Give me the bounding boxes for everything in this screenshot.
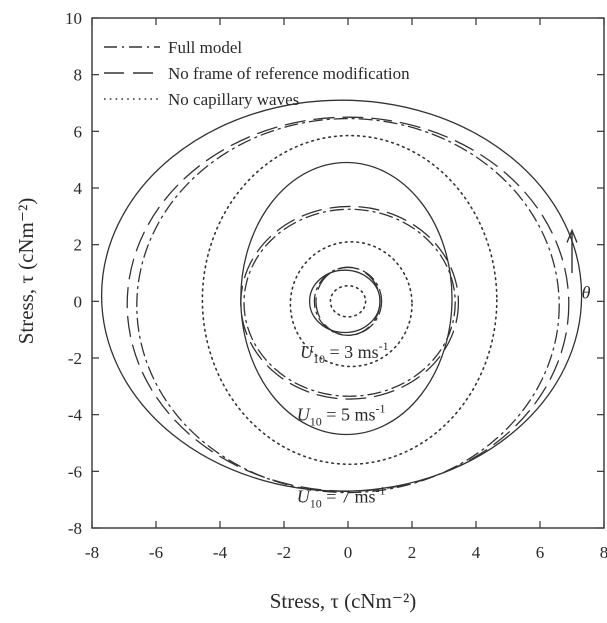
x-tick-label: 4 (472, 543, 481, 562)
y-tick-label: 6 (74, 122, 83, 141)
x-axis-title: Stress, τ (cNm⁻²) (270, 589, 417, 613)
curve-dotted (201, 134, 498, 466)
series-dash-dot (136, 117, 560, 494)
y-tick-label: 0 (74, 292, 83, 311)
annotations: U10 = 3 ms-1 U10 = 5 ms-1 U10 = 7 ms-1 θ (297, 228, 591, 511)
legend-label: No frame of reference modification (168, 64, 410, 83)
curve-dotted (329, 284, 367, 318)
x-tick-label: 8 (600, 543, 607, 562)
curve-solid (240, 161, 453, 436)
curve-long-dash (240, 205, 460, 400)
y-tick-label: 4 (74, 179, 83, 198)
legend: Full model No frame of reference modifica… (104, 38, 410, 109)
curve-long-dash (315, 266, 381, 336)
y-tick-label: 2 (74, 236, 83, 255)
y-axis-title: Stress, τ (cNm⁻²) (14, 198, 38, 345)
y-tick-label: -8 (68, 519, 82, 538)
legend-label: Full model (168, 38, 242, 57)
y-tick-label: 8 (74, 66, 83, 85)
y-tick-label: -2 (68, 349, 82, 368)
curve-dash-dot (136, 117, 560, 494)
curve-dash-dot (243, 208, 456, 397)
x-tick-label: -4 (213, 543, 228, 562)
series-dotted (201, 134, 498, 466)
curve-solid (308, 269, 381, 334)
series-solid (100, 99, 583, 492)
curve-dotted (289, 241, 413, 368)
y-tick-label: -6 (68, 462, 82, 481)
x-tick-label: -2 (277, 543, 291, 562)
wind-speed-label: U10 = 5 ms-1 (297, 401, 386, 428)
y-tick-label: -4 (68, 406, 83, 425)
legend-label: No capillary waves (168, 90, 299, 109)
axes: -8 -6 -4 -2 0 2 4 6 8 -8 -6 -4 -2 0 2 4 6 8 10 Stress, τ (c… (14, 9, 607, 613)
curves (100, 99, 583, 494)
wind-speed-label: U10 = 7 ms-1 (297, 484, 386, 511)
theta-label: θ (582, 283, 591, 303)
wind-speed-label: U10 = 3 ms-1 (300, 339, 389, 366)
y-tick-label: 10 (65, 9, 82, 28)
x-tick-label: -8 (85, 543, 99, 562)
curve-solid (100, 99, 583, 492)
x-tick-label: 0 (344, 543, 353, 562)
arrow-head-icon (566, 228, 578, 243)
x-tick-label: 6 (536, 543, 545, 562)
x-tick-label: 2 (408, 543, 417, 562)
x-tick-label: -6 (149, 543, 163, 562)
